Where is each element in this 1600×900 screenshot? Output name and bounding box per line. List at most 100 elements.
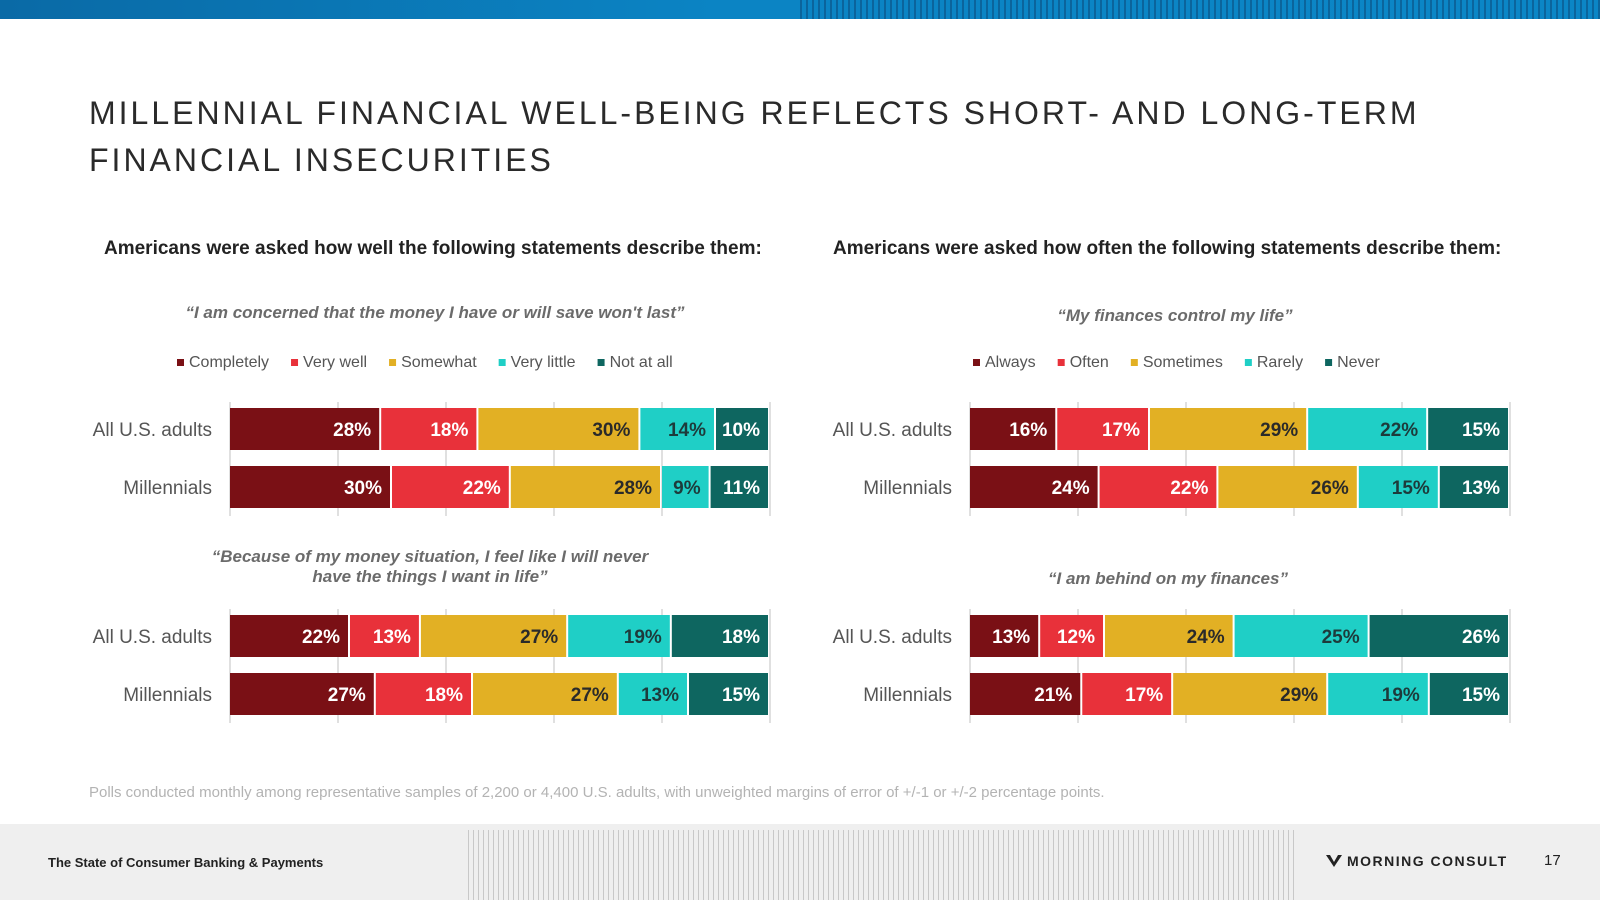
top-bar-texture (800, 0, 1600, 19)
data-label: 30% (592, 420, 630, 441)
legend-label-1: Completely (189, 354, 269, 371)
data-label: 17% (1102, 420, 1140, 441)
row-label: Millennials (123, 478, 212, 499)
chart-3-title: “My finances control my life” (1057, 306, 1293, 325)
data-label: 18% (722, 627, 760, 648)
row-label: All U.S. adults (833, 627, 952, 648)
morning-consult-icon (1326, 855, 1342, 867)
bar-segment (1057, 408, 1148, 450)
footer: The State of Consumer Banking & Payments… (0, 824, 1600, 900)
bar-segment (662, 466, 709, 508)
data-label: 13% (1462, 478, 1500, 499)
data-label: 27% (571, 685, 609, 706)
data-label: 18% (430, 420, 468, 441)
data-label: 27% (328, 685, 366, 706)
bar-segment (1234, 615, 1368, 657)
data-label: 18% (425, 685, 463, 706)
data-label: 25% (1322, 627, 1360, 648)
data-label: 29% (1260, 420, 1298, 441)
bar-segment (568, 615, 670, 657)
chart-2-title: “Because of my money situation, I feel l… (212, 547, 650, 566)
page-number: 17 (1544, 852, 1561, 869)
bar-segment (689, 673, 768, 715)
data-label: 22% (1380, 420, 1418, 441)
bar-segment (970, 408, 1056, 450)
top-accent-bar (0, 0, 1600, 19)
bar-segment (1308, 408, 1427, 450)
bar-segment (1328, 673, 1428, 715)
bar-segment (230, 466, 390, 508)
bar-segment (671, 615, 768, 657)
legend-label-2: Very well (303, 354, 367, 371)
bar-segment (640, 408, 714, 450)
brand-logo: MORNING CONSULT (1326, 853, 1508, 869)
bar-segment (1099, 466, 1217, 508)
bar-segment (510, 466, 660, 508)
legend-swatch-5 (1325, 359, 1333, 366)
page-title: MILLENNIAL FINANCIAL WELL-BEING REFLECTS… (89, 95, 1420, 178)
row-label: All U.S. adults (833, 420, 952, 441)
data-label: 11% (723, 478, 760, 499)
data-label: 14% (668, 420, 706, 441)
bar-segment (716, 408, 768, 450)
legend-swatch-3 (1130, 359, 1138, 366)
legend-label-4: Very little (511, 354, 576, 371)
data-label: 27% (520, 627, 558, 648)
bar-segment (420, 615, 567, 657)
data-label: 15% (722, 685, 760, 706)
data-label: 15% (1392, 478, 1430, 499)
legend-label-5: Never (1337, 354, 1380, 371)
bar-segment (230, 673, 374, 715)
data-label: 9% (673, 478, 701, 499)
row-label: Millennials (863, 478, 952, 499)
bar-segment (1428, 408, 1508, 450)
legend-swatch-5 (597, 359, 605, 366)
bar-segment (230, 408, 380, 450)
data-label: 24% (1187, 627, 1225, 648)
footer-texture (468, 830, 1294, 900)
bar-segment (1040, 615, 1103, 657)
bar-segment (1429, 673, 1508, 715)
row-label: All U.S. adults (93, 627, 212, 648)
bar-segment (230, 615, 348, 657)
chart-1-title: “I am concerned that the money I have or… (185, 303, 685, 322)
legend-swatch-3 (389, 359, 397, 366)
chart-4-title: “I am behind on my finances” (1048, 569, 1288, 588)
bar-segment (1358, 466, 1438, 508)
data-label: 30% (344, 478, 382, 499)
bar-segment (1439, 466, 1508, 508)
bar-segment (970, 466, 1098, 508)
bar-segment (381, 408, 477, 450)
bar-segment (1150, 408, 1307, 450)
data-label: 13% (373, 627, 411, 648)
legend-swatch-4 (498, 359, 506, 366)
legend-label-2: Often (1070, 354, 1109, 371)
brand-name: MORNING CONSULT (1347, 853, 1508, 869)
legend-label-4: Rarely (1257, 354, 1303, 371)
data-label: 28% (614, 478, 652, 499)
data-label: 12% (1057, 627, 1095, 648)
data-label: 22% (463, 478, 501, 499)
chart-2-title: have the things I want in life” (312, 567, 548, 586)
bar-segment (350, 615, 419, 657)
row-label: Millennials (123, 685, 212, 706)
legend-label-1: Always (985, 354, 1036, 371)
footnote: Polls conducted monthly among representa… (89, 784, 1105, 801)
report-name: The State of Consumer Banking & Payments (48, 855, 324, 870)
data-label: 28% (333, 420, 371, 441)
data-label: 17% (1125, 685, 1163, 706)
row-label: Millennials (863, 685, 952, 706)
legend-label-5: Not at all (610, 354, 673, 371)
charts-canvas: “I am concerned that the money I have or… (93, 303, 1511, 723)
legend-label-3: Sometimes (1143, 354, 1223, 371)
legend-swatch-2 (1057, 359, 1065, 366)
bar-segment (478, 408, 639, 450)
data-label: 15% (1462, 420, 1500, 441)
row-label: All U.S. adults (93, 420, 212, 441)
bar-segment (1082, 673, 1172, 715)
data-label: 21% (1034, 685, 1072, 706)
data-label: 10% (722, 420, 760, 441)
bar-segment (1173, 673, 1327, 715)
bar-segment (970, 615, 1039, 657)
bar-segment (970, 673, 1081, 715)
